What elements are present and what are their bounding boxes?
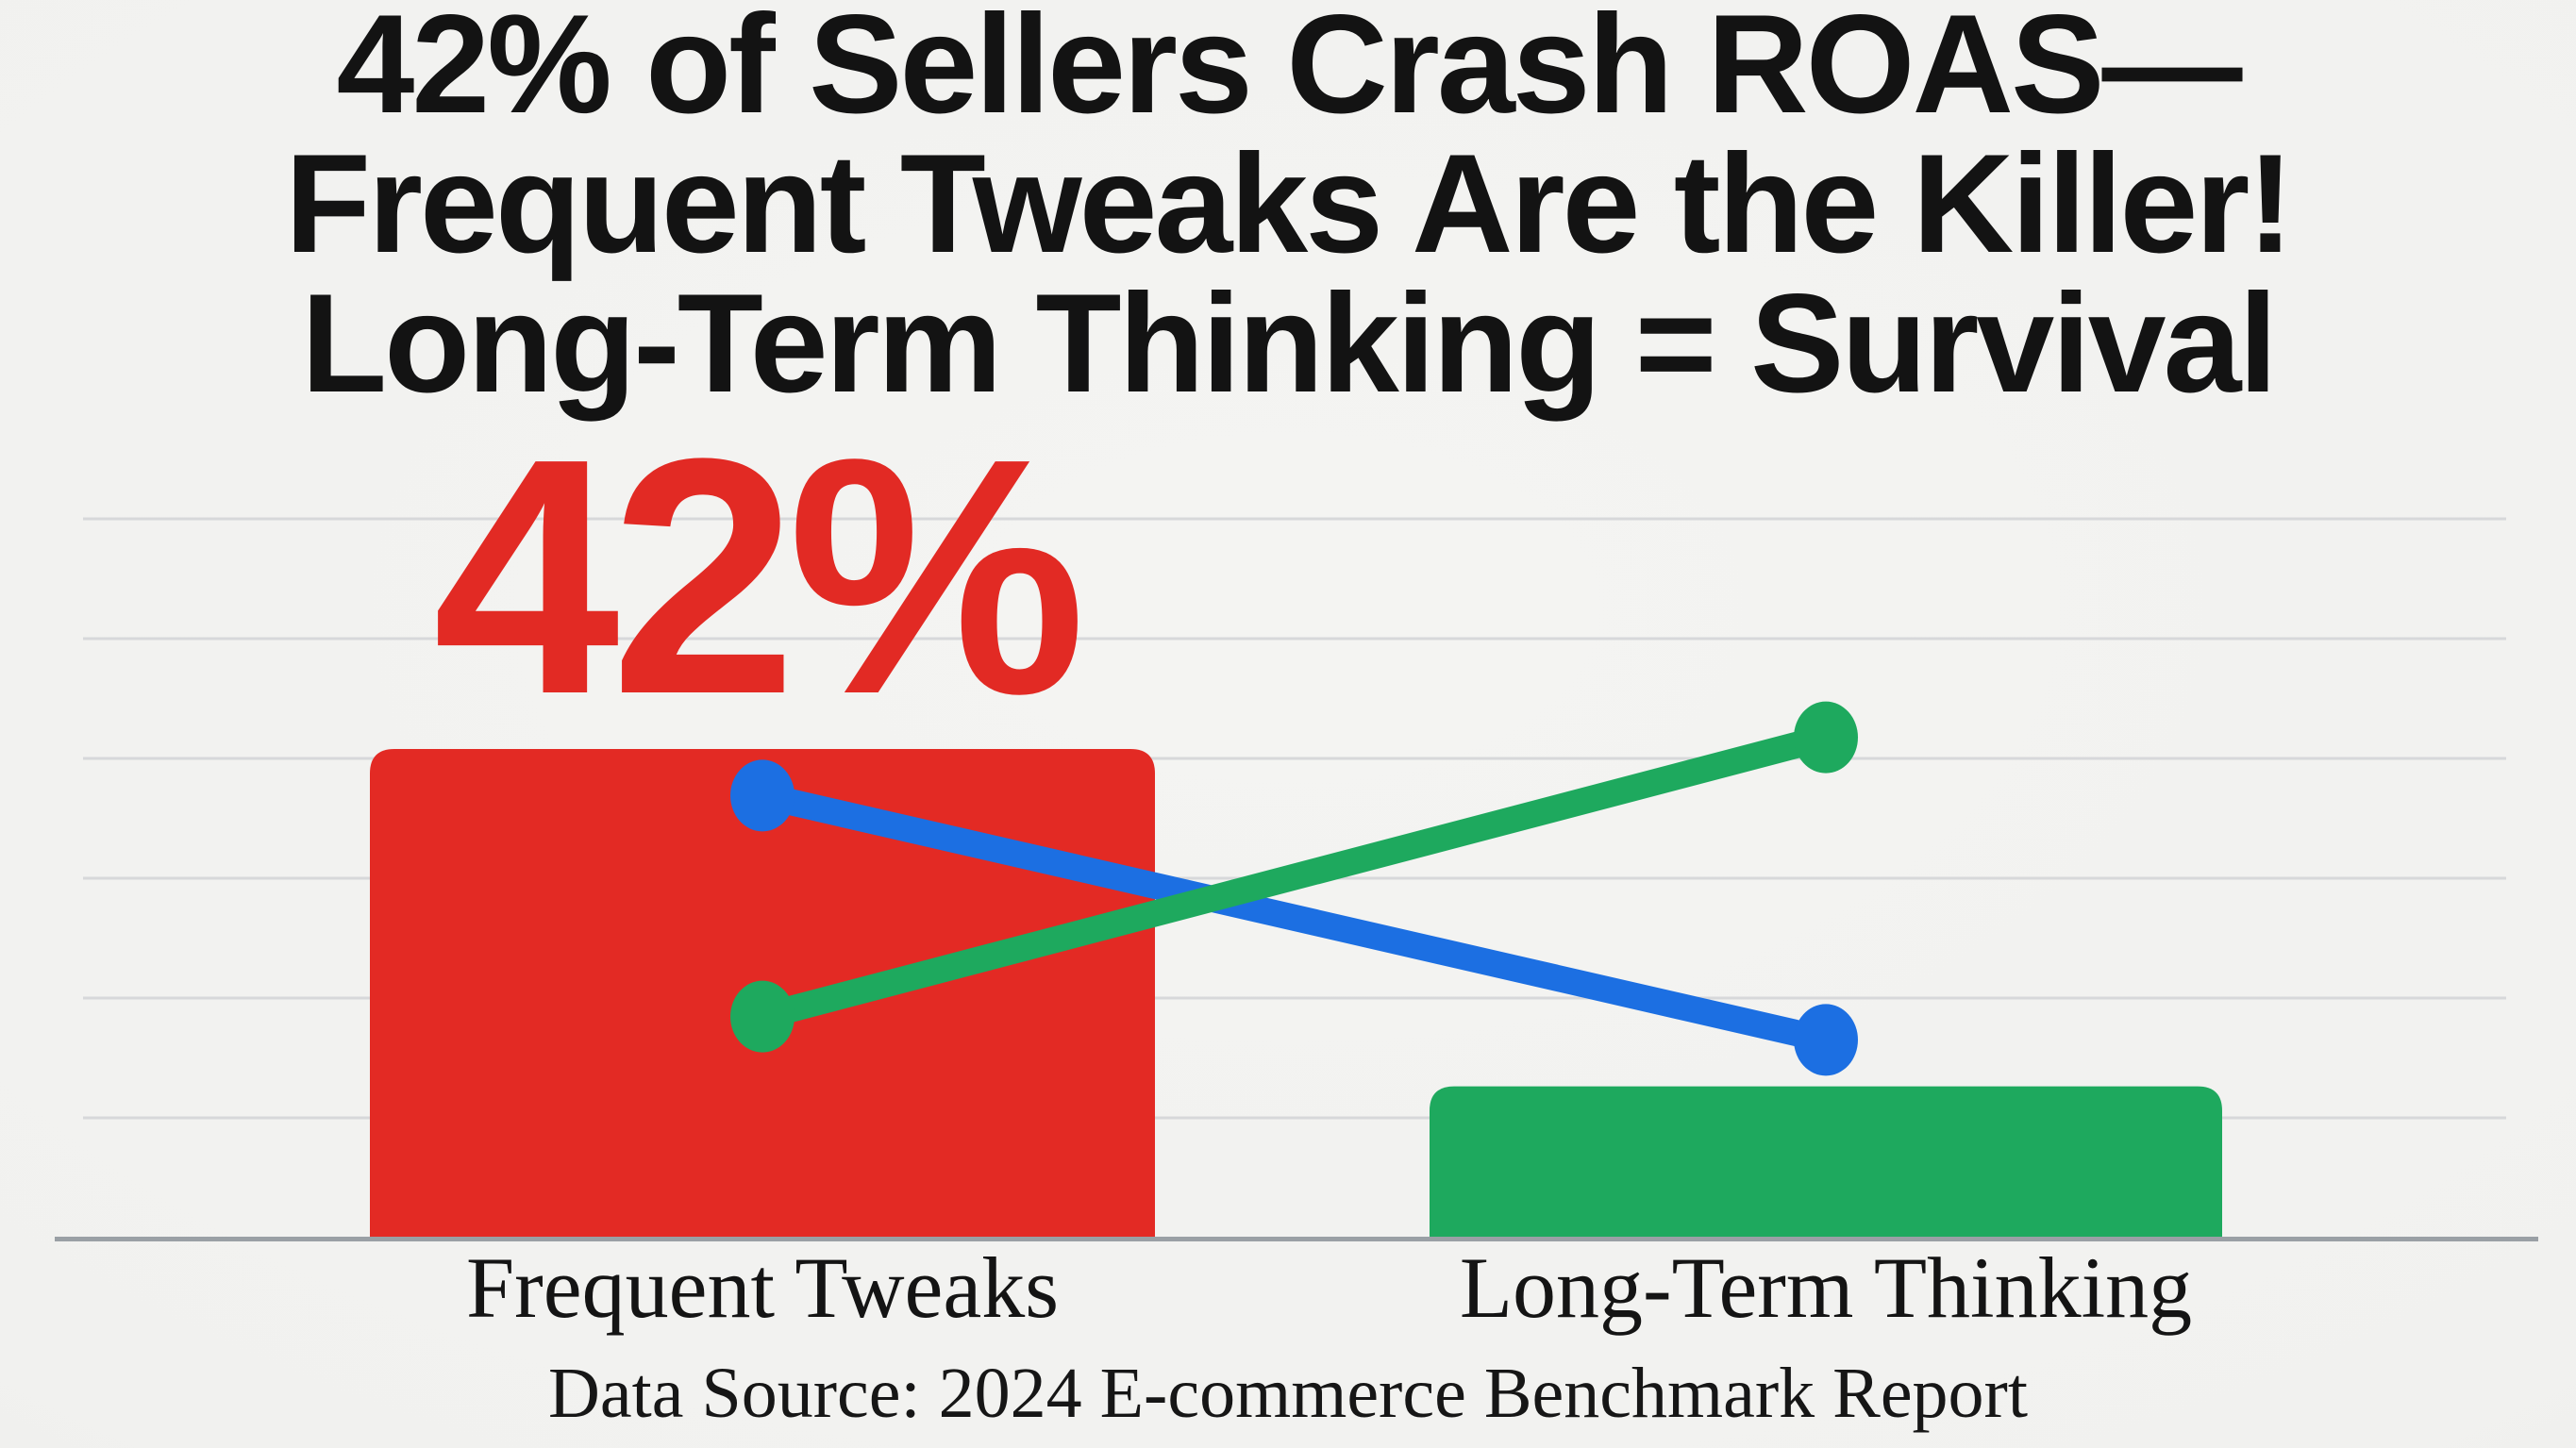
data-source-caption: Data Source: 2024 E-commerce Benchmark R… bbox=[548, 1354, 2028, 1433]
bar-long-term-thinking bbox=[1430, 1086, 2222, 1238]
rising-trend-line bbox=[749, 724, 1839, 1030]
rising-trend-line-start-dot bbox=[730, 980, 795, 1053]
x-label-long-term-thinking: Long-Term Thinking bbox=[1459, 1240, 2193, 1336]
title-line-3: Long-Term Thinking = Survival bbox=[301, 264, 2278, 422]
axis-line bbox=[55, 1237, 2538, 1241]
rising-trend-line-end-dot bbox=[1794, 701, 1858, 774]
page-title: 42% of Sellers Crash ROAS— Frequent Twea… bbox=[0, 0, 2576, 413]
title-line-2: Frequent Tweaks Are the Killer! bbox=[285, 125, 2294, 282]
title-line-1: 42% of Sellers Crash ROAS— bbox=[336, 0, 2242, 142]
declining-trend-line-start-dot bbox=[730, 759, 795, 832]
bars bbox=[370, 749, 2222, 1238]
x-label-frequent-tweaks: Frequent Tweaks bbox=[465, 1240, 1060, 1336]
x-axis-line bbox=[55, 1237, 2538, 1241]
declining-trend-line-end-dot bbox=[1794, 1004, 1858, 1076]
value-label-42-percent: 42% bbox=[432, 390, 1087, 764]
declining-trend-line bbox=[749, 782, 1839, 1054]
trend-lines bbox=[730, 701, 1858, 1076]
